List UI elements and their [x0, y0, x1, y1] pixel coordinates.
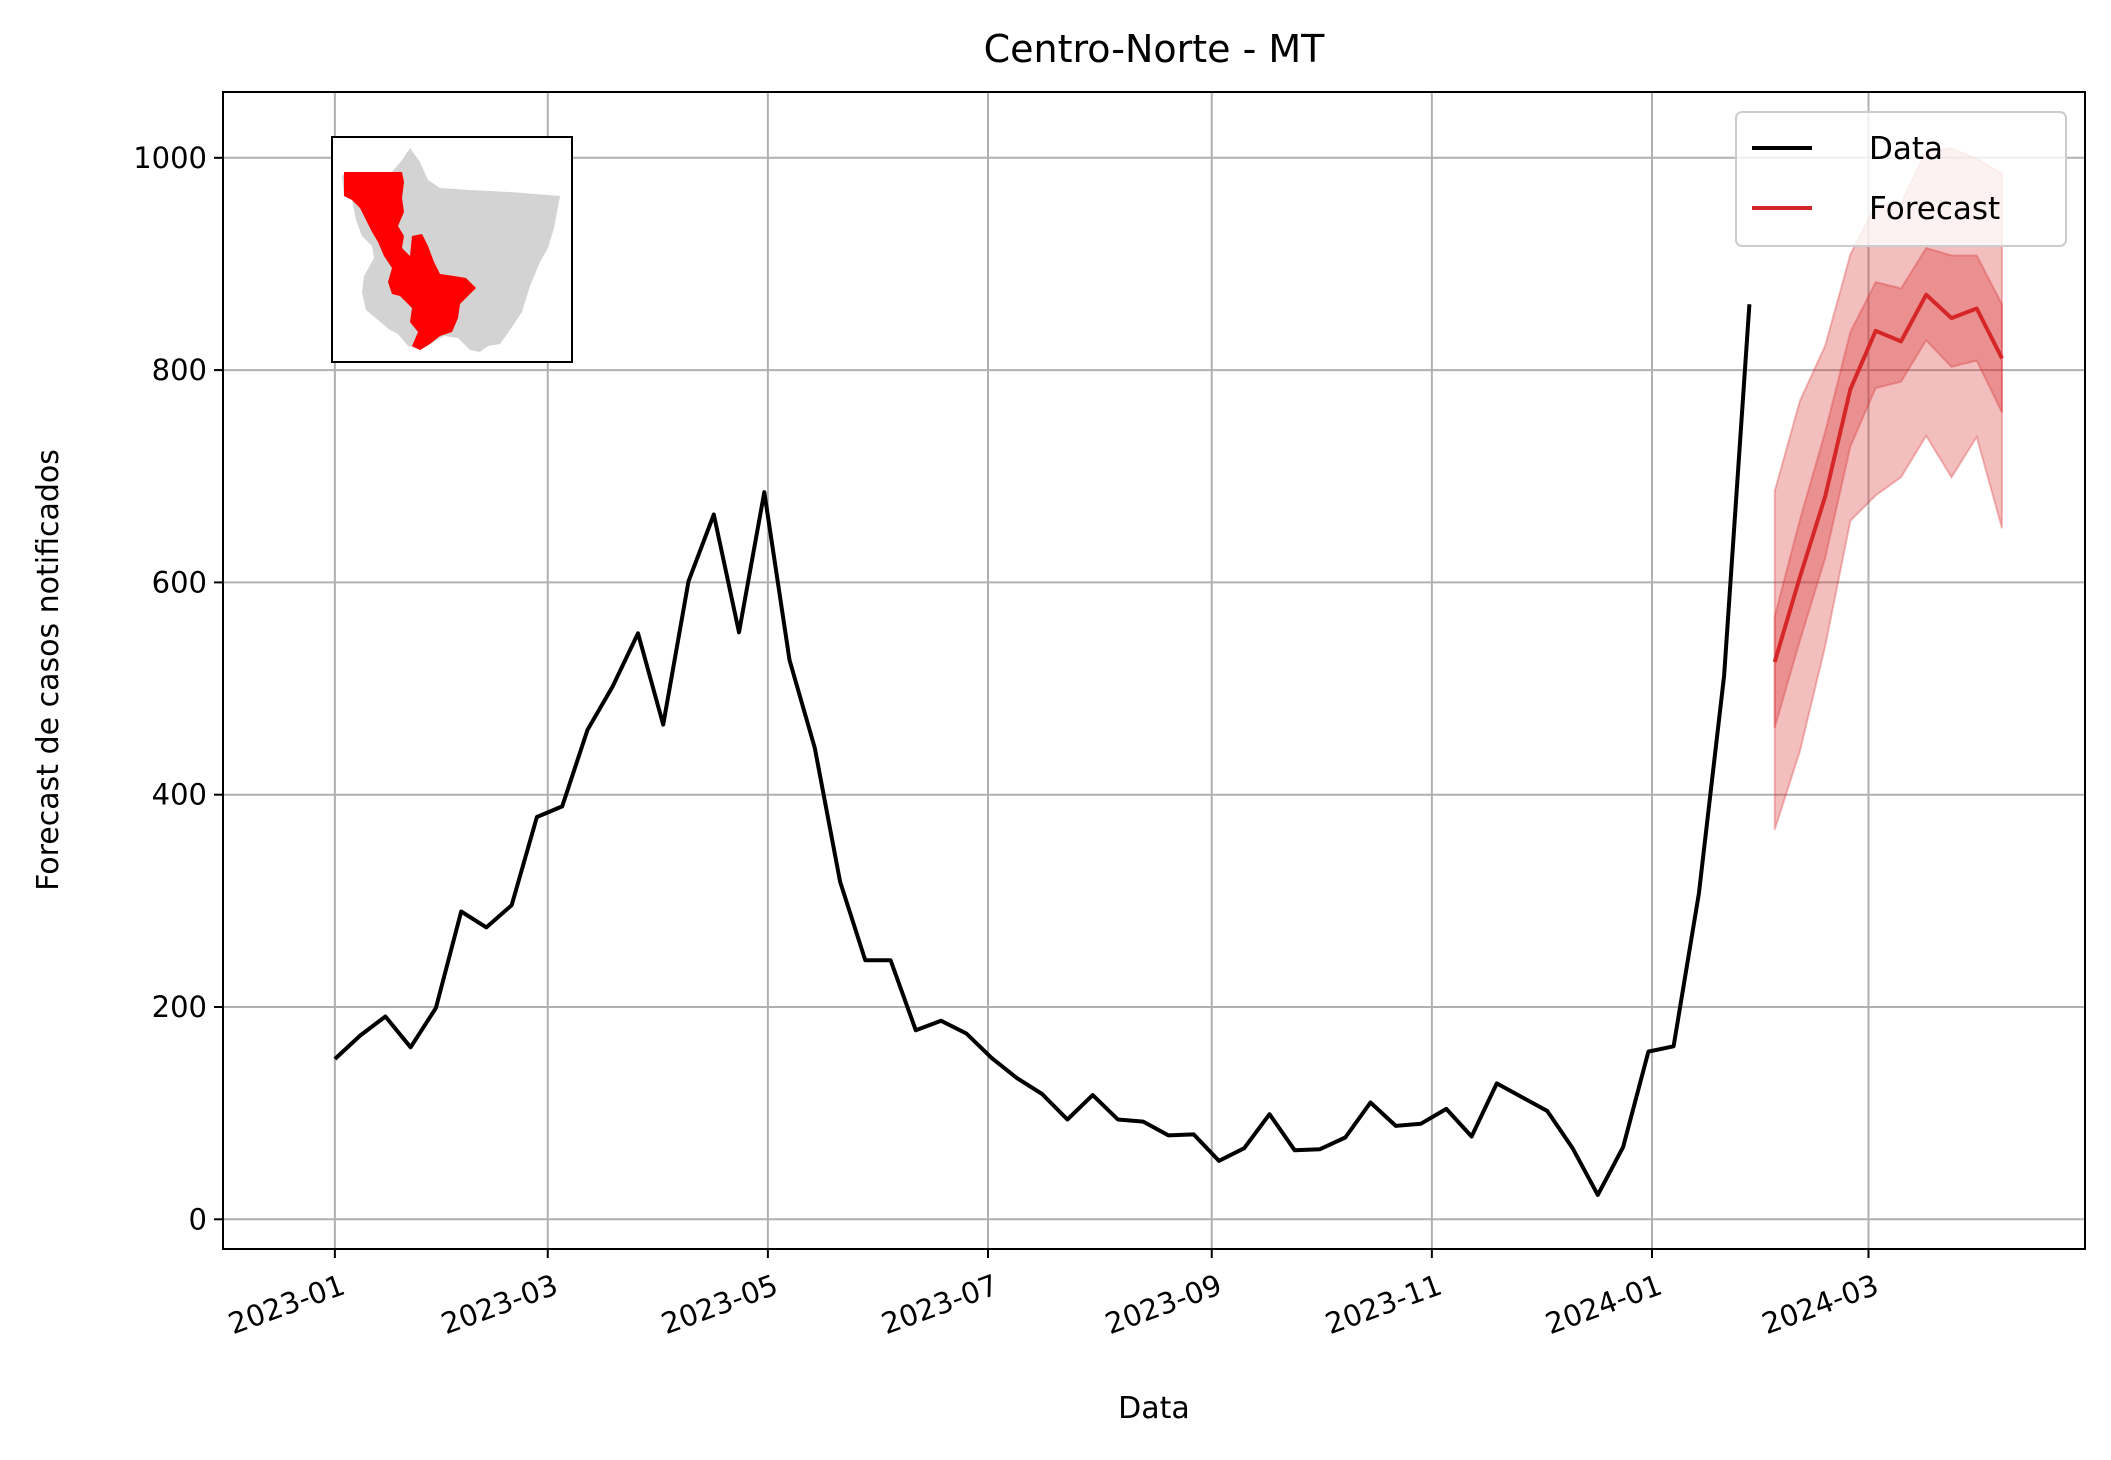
y-axis-label: Forecast de casos notificados	[31, 449, 66, 891]
y-tick-label: 1000	[133, 141, 207, 175]
y-tick-label: 800	[152, 353, 207, 387]
highlighted-region-shape	[344, 172, 476, 350]
legend: Data Forecast	[1735, 111, 2067, 247]
y-tick-label: 200	[152, 990, 207, 1024]
forecast-inner-band	[1773, 246, 2003, 729]
legend-label-forecast: Forecast	[1869, 191, 2000, 227]
plot-frame	[222, 91, 2086, 1250]
y-tick-label: 600	[152, 565, 207, 599]
y-tick-label: 0	[189, 1202, 207, 1236]
series-lines	[333, 292, 2004, 1197]
legend-box	[1735, 111, 2067, 247]
y-tick-label: 400	[152, 778, 207, 812]
chart-title: Centro-Norte - MT	[984, 27, 1326, 71]
x-axis-label: Data	[1118, 1391, 1190, 1426]
inset-map	[331, 136, 573, 363]
legend-label-data: Data	[1869, 131, 1943, 167]
data-series-line	[333, 304, 1752, 1197]
forecast-series-line	[1772, 292, 2004, 663]
